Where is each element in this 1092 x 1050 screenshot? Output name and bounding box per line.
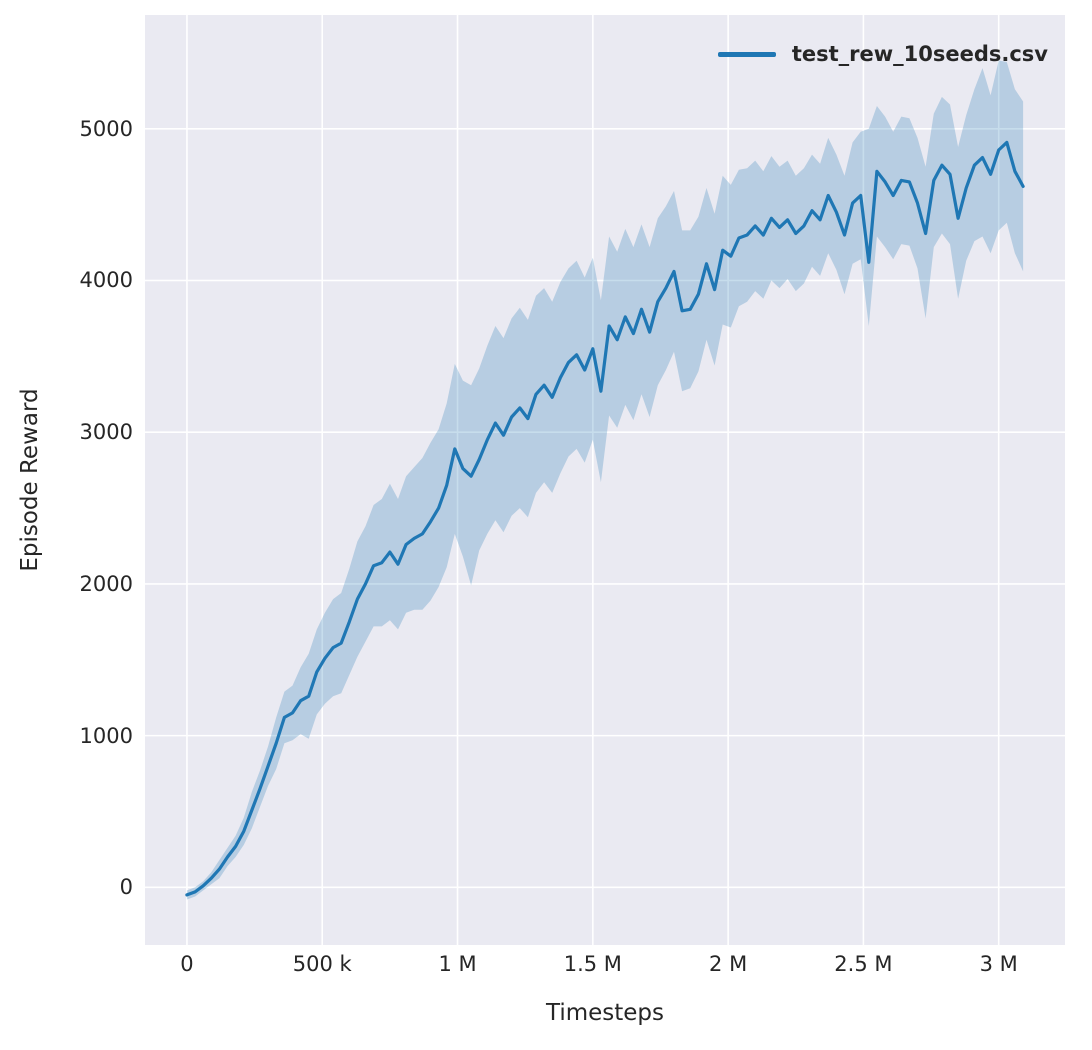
x-tick-label: 1.5 M: [563, 952, 622, 976]
y-axis-label: Episode Reward: [17, 388, 43, 572]
y-tick-label: 0: [119, 875, 133, 900]
legend-label: test_rew_10seeds.csv: [791, 42, 1048, 66]
y-tick-label: 2000: [79, 571, 133, 596]
y-tick-label: 4000: [79, 268, 133, 293]
x-tick-label: 3 M: [979, 952, 1018, 976]
legend-line-swatch: [717, 51, 776, 57]
y-tick-label: 1000: [79, 723, 133, 748]
x-tick-label: 0: [180, 952, 194, 976]
y-tick-label: 5000: [79, 116, 133, 141]
x-tick-label: 500 k: [292, 952, 352, 976]
y-tick-label: 3000: [79, 420, 133, 445]
x-axis-label: Timesteps: [545, 1000, 665, 1026]
legend: test_rew_10seeds.csv: [717, 42, 1048, 66]
x-tick-label: 1 M: [438, 952, 477, 976]
x-tick-label: 2 M: [709, 952, 748, 976]
x-tick-label: 2.5 M: [834, 952, 893, 976]
